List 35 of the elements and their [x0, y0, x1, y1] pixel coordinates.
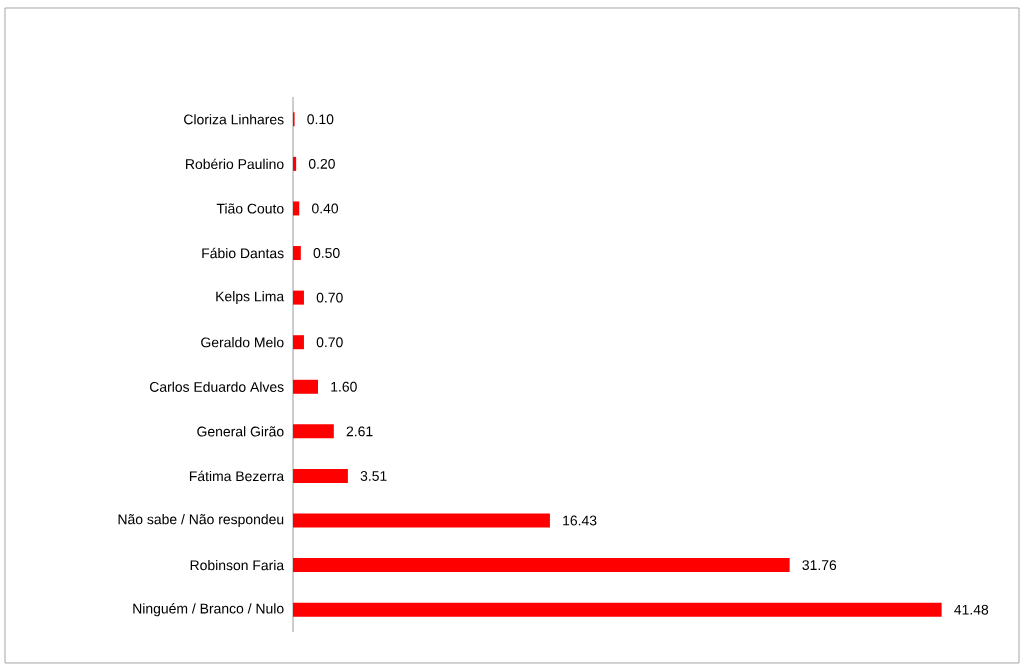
- bar: [293, 201, 300, 216]
- data-label: 16.43: [563, 515, 597, 526]
- bar: [293, 290, 304, 305]
- y-tick-label: Robério Paulino: [186, 158, 284, 170]
- bar: [293, 602, 942, 617]
- y-tick-label: Robinson Faria: [190, 559, 285, 571]
- y-tick-label: Carlos Eduardo Alves: [149, 381, 284, 392]
- bar: [293, 513, 550, 528]
- y-tick-label: Não sabe / Não respondeu: [118, 514, 284, 528]
- y-tick-label: Ninguém / Branco / Nulo: [133, 603, 284, 617]
- y-tick-label: Fátima Bezerra: [189, 470, 285, 482]
- data-label: 1.60: [331, 381, 357, 392]
- bar: [293, 558, 790, 573]
- bar: [293, 335, 304, 350]
- bar: [293, 379, 319, 394]
- data-label: 41.48: [954, 604, 989, 615]
- data-label: 0.40: [312, 203, 339, 214]
- data-label: 31.76: [802, 560, 837, 571]
- bar: [293, 246, 301, 261]
- data-label: 2.61: [346, 426, 373, 437]
- y-tick-label: Fábio Dantas: [202, 247, 284, 259]
- y-tick-label: Geraldo Melo: [201, 337, 284, 348]
- data-label: 0.10: [307, 114, 334, 125]
- y-tick-label: Kelps Lima: [216, 291, 285, 305]
- data-label: 0.70: [316, 337, 343, 348]
- data-label: 0.50: [313, 248, 340, 258]
- data-label: 0.70: [316, 292, 343, 303]
- y-tick-label: Cloriza Linhares: [184, 114, 284, 125]
- y-tick-label: General Girão: [197, 426, 284, 437]
- bar: [293, 424, 334, 439]
- data-label: 3.51: [360, 471, 387, 481]
- bar: [293, 468, 348, 483]
- data-label: 0.20: [308, 158, 335, 169]
- y-tick-label: Tião Couto: [216, 203, 284, 214]
- bar: [293, 156, 297, 171]
